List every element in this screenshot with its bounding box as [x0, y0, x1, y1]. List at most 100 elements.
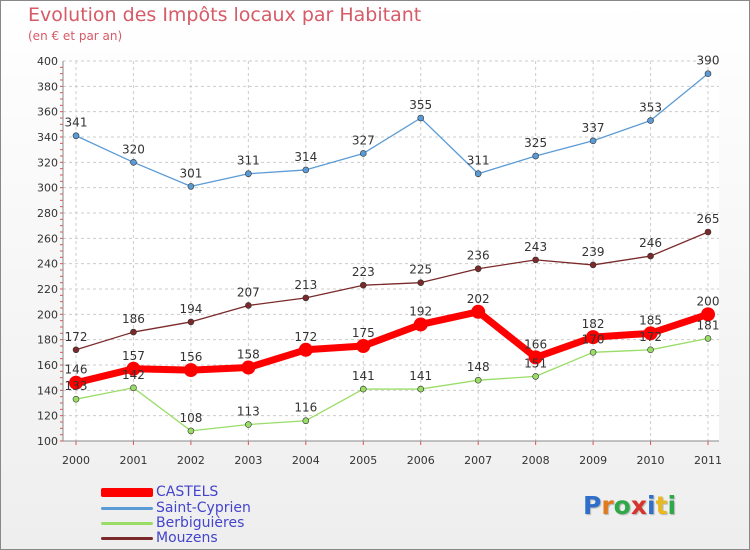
x-tick-label: 2007: [464, 454, 492, 467]
data-label-berbigui-res: 142: [122, 368, 145, 382]
data-point-mouzens: [704, 228, 712, 236]
y-tick-label: 320: [37, 156, 58, 169]
data-point-saint-cyprien: [589, 137, 597, 145]
data-label-mouzens: 265: [697, 212, 720, 226]
data-label-mouzens: 194: [179, 302, 202, 316]
data-label-castels: 166: [524, 337, 547, 351]
data-label-saint-cyprien: 314: [294, 150, 317, 164]
y-tick-label: 100: [37, 435, 58, 448]
y-tick-label: 240: [37, 258, 58, 271]
data-point-castels: [586, 330, 601, 345]
x-tick-label: 2006: [407, 454, 435, 467]
x-tick-label: 2001: [119, 454, 147, 467]
data-point-saint-cyprien: [245, 170, 252, 178]
legend-item-saint-cyprien: Saint-Cyprien: [101, 500, 301, 517]
data-point-saint-cyprien: [532, 152, 539, 160]
series-line-berbigui-res: [75, 337, 709, 432]
data-point-berbigui-res: [72, 395, 80, 403]
logo-letter: t: [655, 491, 668, 520]
y-tick-label: 280: [37, 207, 58, 220]
proxiti-logo: Proxiti: [583, 491, 676, 520]
data-label-castels: 192: [409, 304, 432, 318]
data-label-berbigui-res: 108: [179, 411, 202, 425]
data-point-berbigui-res: [647, 346, 654, 354]
data-point-mouzens: [245, 302, 252, 309]
data-label-castels: 156: [179, 350, 202, 364]
data-label-saint-cyprien: 327: [352, 133, 375, 147]
data-label-castels: 157: [122, 349, 145, 363]
data-label-berbigui-res: 133: [65, 379, 88, 393]
legend-label-saint-cyprien: Saint-Cyprien: [156, 500, 251, 516]
series-line-mouzens: [75, 231, 709, 351]
data-label-mouzens: 207: [237, 285, 260, 299]
legend-label-castels: CASTELS: [156, 484, 219, 500]
logo-letter: o: [613, 491, 631, 520]
data-point-berbigui-res: [474, 376, 482, 384]
data-label-castels: 158: [237, 348, 260, 362]
data-label-mouzens: 172: [65, 330, 88, 344]
data-point-berbigui-res: [532, 373, 539, 380]
x-tick-label: 2008: [522, 454, 550, 467]
logo-letter: i: [667, 491, 677, 520]
data-label-mouzens: 223: [352, 265, 375, 279]
chart-title: Evolution des Impôts locaux par Habitant: [28, 4, 422, 26]
data-point-castels: [69, 375, 83, 390]
data-label-castels: 172: [294, 330, 317, 344]
data-point-castels: [241, 360, 256, 375]
data-label-saint-cyprien: 311: [237, 154, 260, 168]
data-point-saint-cyprien: [130, 159, 137, 166]
data-label-saint-cyprien: 325: [524, 136, 547, 150]
data-point-berbigui-res: [245, 421, 252, 428]
data-point-castels: [701, 307, 715, 322]
data-label-mouzens: 243: [524, 240, 547, 254]
data-point-berbigui-res: [187, 427, 195, 435]
data-point-saint-cyprien: [417, 114, 425, 122]
y-tick-label: 220: [37, 283, 58, 296]
chart-subtitle: (en € et par an): [28, 29, 123, 43]
data-label-saint-cyprien: 337: [582, 121, 605, 135]
data-label-mouzens: 186: [122, 312, 145, 326]
data-point-castels: [471, 304, 486, 319]
data-point-mouzens: [302, 294, 310, 302]
data-point-castels: [298, 342, 313, 357]
data-point-mouzens: [187, 318, 195, 326]
data-label-castels: 185: [639, 313, 662, 327]
data-point-mouzens: [417, 279, 425, 286]
y-tick-label: 340: [37, 131, 58, 144]
data-label-berbigui-res: 113: [237, 405, 260, 419]
data-label-berbigui-res: 172: [639, 330, 662, 344]
legend-item-berbiguieres: Berbiguières: [101, 515, 301, 532]
y-tick-label: 300: [37, 182, 58, 195]
data-label-saint-cyprien: 320: [122, 142, 145, 156]
x-tick-label: 2009: [579, 454, 607, 467]
data-label-saint-cyprien: 390: [697, 54, 720, 68]
x-tick-label: 2005: [349, 454, 377, 467]
y-tick-label: 160: [37, 359, 58, 372]
legend-swatch-mouzens: [101, 537, 153, 540]
data-point-saint-cyprien: [704, 70, 712, 77]
logo-letter: r: [601, 491, 614, 520]
data-label-saint-cyprien: 355: [409, 98, 432, 112]
data-point-saint-cyprien: [72, 132, 80, 140]
data-point-berbigui-res: [130, 384, 137, 392]
y-tick-label: 400: [37, 55, 58, 68]
data-label-saint-cyprien: 301: [179, 166, 202, 180]
y-tick-label: 200: [37, 308, 58, 321]
data-point-mouzens: [589, 261, 597, 269]
data-point-berbigui-res: [417, 385, 425, 393]
legend-swatch-castels: [101, 488, 153, 497]
series-line-saint-cyprien: [75, 73, 709, 188]
data-point-saint-cyprien: [302, 166, 310, 174]
data-label-berbigui-res: 151: [524, 356, 547, 370]
data-point-mouzens: [532, 256, 539, 264]
legend-item-castels: CASTELS: [101, 484, 301, 501]
data-label-mouzens: 225: [409, 263, 432, 277]
x-tick-label: 2004: [292, 454, 320, 467]
y-tick-label: 380: [37, 80, 58, 93]
x-tick-label: 2003: [234, 454, 262, 467]
data-label-castels: 146: [65, 363, 88, 377]
x-tick-label: 2002: [177, 454, 205, 467]
data-point-castels: [413, 317, 428, 332]
data-label-mouzens: 239: [582, 245, 605, 259]
